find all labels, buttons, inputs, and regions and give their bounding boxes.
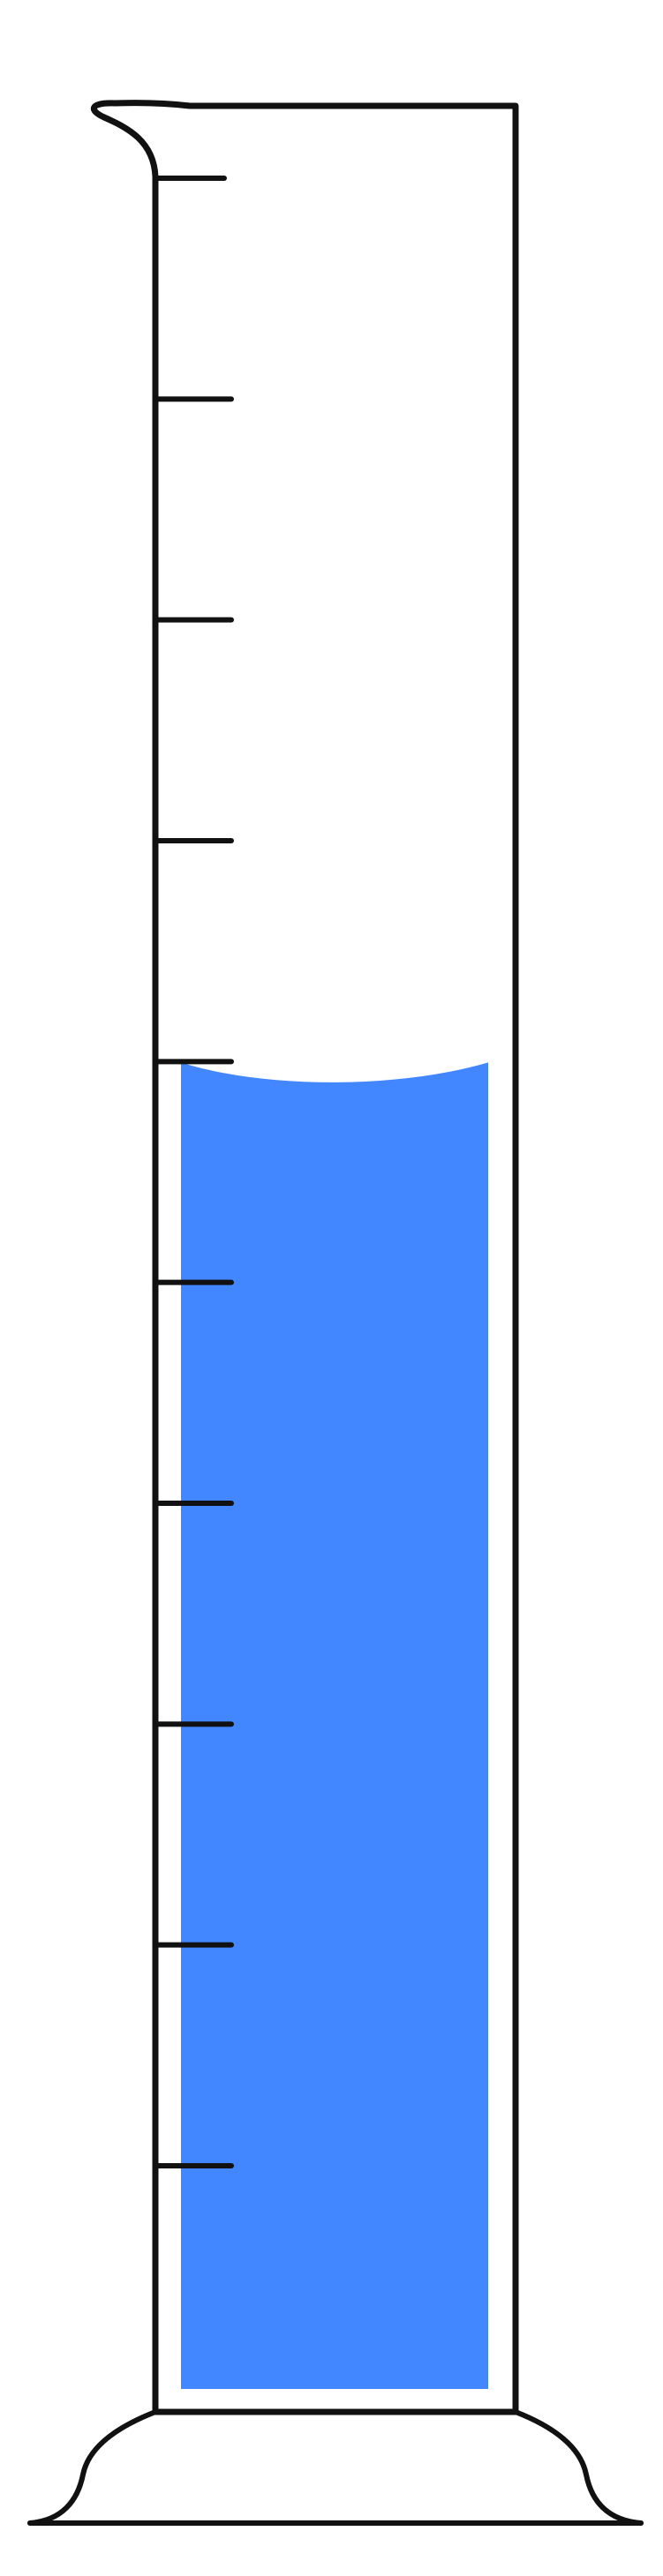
- base-right-flare: [513, 2409, 644, 2526]
- cylinder-tube: [91, 100, 519, 2415]
- base-left-flare: [27, 2409, 158, 2526]
- liquid-column: [181, 1062, 488, 2389]
- cylinder-base: [27, 2409, 644, 2526]
- graduation-marks: [153, 176, 234, 2168]
- cylinder-rim-spout: [91, 100, 519, 2415]
